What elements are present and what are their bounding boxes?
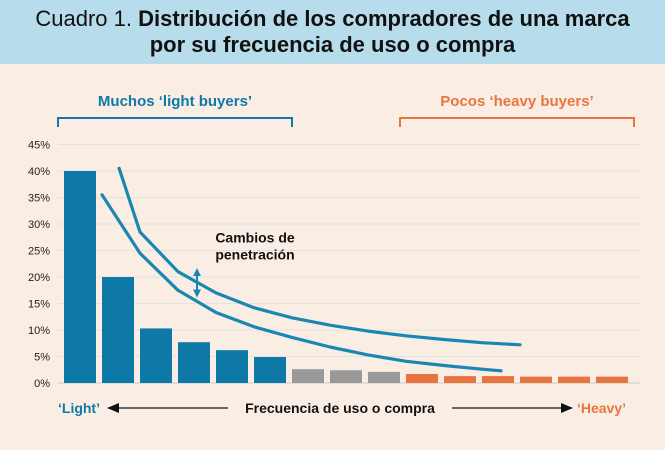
penetration-annotation: Cambios de penetración xyxy=(193,230,295,298)
y-axis-ticks: 0% 5% 10% 15% 20% 25% 30% 35% 40% 45% xyxy=(28,140,50,391)
bar-9 xyxy=(368,371,400,383)
y-tick-label-7: 35% xyxy=(28,193,50,205)
bar-1 xyxy=(64,171,96,383)
bar-13 xyxy=(520,376,552,383)
annotation-line-2: penetración xyxy=(215,247,294,263)
bar-2 xyxy=(102,277,134,383)
y-tick-label-1: 5% xyxy=(34,352,50,364)
x-left-label: ‘Light’ xyxy=(58,400,100,416)
bracket-right xyxy=(399,117,635,127)
y-tick-label-9: 45% xyxy=(28,140,50,152)
y-tick-label-2: 10% xyxy=(28,325,50,337)
bar-11 xyxy=(444,376,476,383)
bar-8 xyxy=(330,370,362,383)
title-lead: Cuadro 1. xyxy=(35,6,133,31)
y-tick-label-8: 40% xyxy=(28,166,50,178)
bracket-left xyxy=(57,117,293,127)
penetration-curves xyxy=(100,166,522,373)
x-right-label: ‘Heavy’ xyxy=(577,400,626,416)
bar-12 xyxy=(482,376,514,383)
curve-lower xyxy=(100,193,503,373)
bar-4 xyxy=(178,342,210,383)
bar-7 xyxy=(292,369,324,383)
x-axis-title: Frecuencia de uso o compra xyxy=(245,400,435,416)
annotation-line-1: Cambios de xyxy=(215,230,295,246)
bar-6 xyxy=(254,357,286,383)
y-tick-label-3: 15% xyxy=(28,299,50,311)
bar-15 xyxy=(596,376,628,383)
bracket-left-label: Muchos ‘light buyers’ xyxy=(98,93,252,110)
chart-title: Cuadro 1. Distribución de los compradore… xyxy=(0,6,665,58)
title-line-1: Distribución de los compradores de una m… xyxy=(138,6,630,31)
group-brackets: Muchos ‘light buyers’ Pocos ‘heavy buyer… xyxy=(57,93,635,127)
y-tick-label-5: 25% xyxy=(28,246,50,258)
bars xyxy=(64,171,628,383)
bar-14 xyxy=(558,376,590,383)
x-axis: ‘Light’ Frecuencia de uso o compra ‘Heav… xyxy=(58,400,626,416)
bracket-right-label: Pocos ‘heavy buyers’ xyxy=(440,93,593,110)
title-line-2: por su frecuencia de uso o compra xyxy=(149,32,516,57)
title-header: Cuadro 1. Distribución de los compradore… xyxy=(0,0,665,64)
bar-10 xyxy=(406,373,438,383)
bar-5 xyxy=(216,350,248,383)
y-tick-label-0: 0% xyxy=(34,378,50,390)
curve-upper xyxy=(117,166,522,347)
y-tick-label-4: 20% xyxy=(28,272,50,284)
bar-3 xyxy=(140,328,172,383)
y-tick-label-6: 30% xyxy=(28,219,50,231)
